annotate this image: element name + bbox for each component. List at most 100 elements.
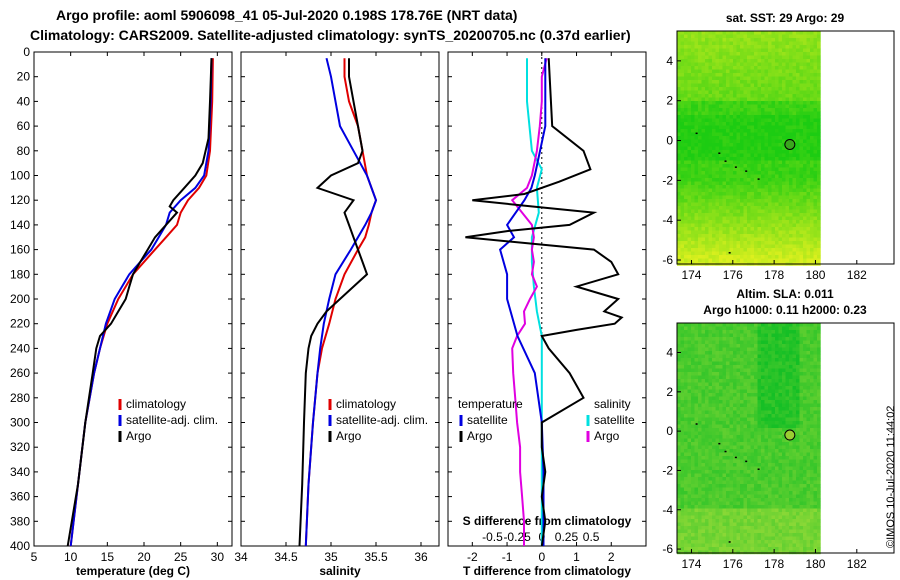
map-cell [810, 379, 814, 383]
map-cell [813, 403, 818, 408]
map-cell [785, 66, 790, 70]
map-cell [806, 470, 811, 474]
map-cell [796, 344, 800, 348]
map-cell [768, 227, 772, 231]
map-cell [684, 358, 688, 362]
map-cell [785, 463, 790, 467]
map-cell [687, 143, 692, 147]
map-cell [796, 340, 800, 345]
argo-marker [784, 138, 796, 150]
map-cell [698, 421, 702, 425]
map-cell [722, 167, 727, 172]
map-cell [764, 248, 769, 252]
map-cell [785, 323, 790, 327]
map-cell [792, 393, 797, 397]
map-cell [708, 157, 713, 161]
map-cell [743, 66, 748, 70]
map-cell [792, 108, 797, 112]
map-cell [729, 255, 734, 259]
map-cell [754, 375, 758, 380]
map-cell [785, 174, 790, 179]
map-cell [722, 244, 727, 249]
map-cell [768, 255, 772, 259]
map-cell [736, 372, 741, 376]
map-cell [792, 361, 797, 366]
map-cell [771, 213, 776, 217]
map-cell [810, 365, 814, 369]
map-cell [757, 438, 762, 443]
map-cell [687, 248, 692, 252]
map-cell [768, 442, 772, 446]
map-cell [733, 87, 737, 91]
map-cell [813, 206, 818, 210]
map-cell [729, 171, 734, 175]
map-cell [806, 428, 811, 432]
map-cell [775, 382, 779, 387]
map-cell [740, 125, 744, 130]
map-cell [764, 368, 769, 373]
map-cell [817, 80, 821, 84]
y-tick-label: 0 [23, 45, 30, 59]
map-cell [806, 354, 811, 359]
map-cell [680, 351, 685, 355]
map-cell [806, 372, 811, 376]
map-cell [782, 108, 786, 112]
map-cell [708, 34, 713, 39]
map-cell [701, 396, 706, 401]
map-cell [754, 379, 758, 383]
map-cell [771, 227, 776, 231]
map-cell [761, 361, 765, 366]
map-cell [792, 129, 797, 133]
map-cell [680, 431, 685, 436]
map-cell [698, 52, 702, 56]
map-cell [747, 104, 751, 109]
map-cell [691, 463, 695, 467]
map-cell [778, 477, 783, 481]
map-cell [761, 52, 765, 56]
map-cell [785, 255, 790, 259]
map-cell [680, 414, 685, 418]
map-cell [775, 258, 779, 263]
map-cell [810, 452, 814, 457]
map-cell [677, 379, 681, 383]
map-cell [694, 473, 699, 478]
map-cell [736, 424, 741, 429]
map-cell [740, 83, 744, 88]
map-cell [764, 73, 769, 77]
map-cell [736, 125, 741, 130]
map-cell [684, 48, 688, 53]
y-tick-label: 200 [10, 292, 30, 306]
map-cell [722, 164, 727, 168]
map-cell [694, 202, 699, 207]
map-cell [698, 403, 702, 408]
map-cell [799, 227, 804, 231]
map-cell [806, 34, 811, 39]
map-cell [799, 237, 804, 242]
map-cell [754, 358, 758, 362]
map-cell [715, 227, 720, 231]
map-cell [757, 143, 762, 147]
map-cell [803, 379, 807, 383]
map-cell [782, 167, 786, 172]
map-cell [736, 195, 741, 200]
map-cell [754, 185, 758, 189]
map-cell [680, 101, 685, 105]
map-cell [677, 80, 681, 84]
map-cell [750, 34, 755, 39]
map-cell [764, 129, 769, 133]
map-cell [803, 73, 807, 77]
map-cell [691, 80, 695, 84]
map-cell [687, 389, 692, 394]
map-cell [715, 55, 720, 60]
map-cell [705, 136, 709, 140]
map-cell [715, 248, 720, 252]
map-cell [750, 66, 755, 70]
map-cell [743, 34, 748, 39]
map-cell [792, 251, 797, 256]
map-cell [768, 202, 772, 207]
map-cell [782, 358, 786, 362]
map-cell [722, 234, 727, 238]
map-cell [684, 414, 688, 418]
map-cell [701, 323, 706, 327]
map-cell [782, 470, 786, 474]
